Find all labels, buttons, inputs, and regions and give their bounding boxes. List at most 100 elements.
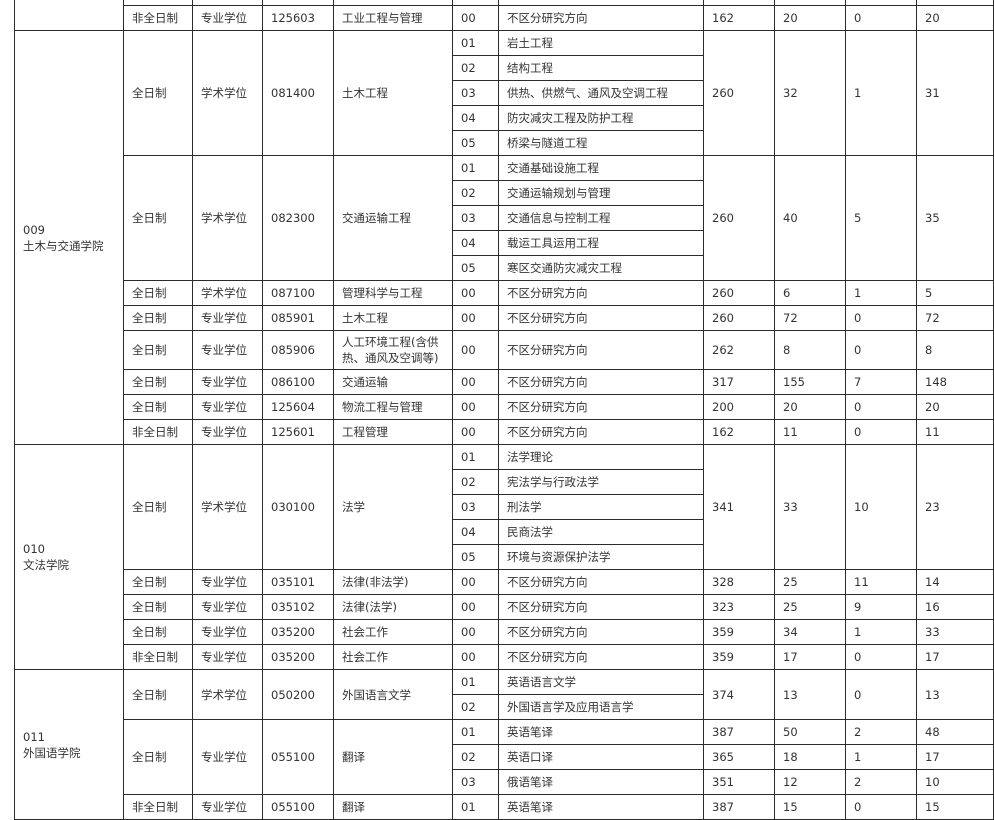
program-name: 翻译	[333, 719, 453, 795]
stat-unified: 16	[916, 594, 994, 620]
program-code: 055100	[262, 719, 334, 795]
stat-unified: 72	[916, 305, 994, 331]
stat-unified: 17	[916, 644, 994, 670]
stat-unified: 5	[916, 280, 994, 306]
program-code: 085906	[262, 330, 334, 370]
direction-name: 供热、供燃气、通风及空调工程	[498, 80, 704, 106]
direction-code: 03	[452, 494, 499, 520]
direction-code: 00	[452, 419, 499, 445]
direction-name: 刑法学	[498, 494, 704, 520]
stat-exempt: 2	[845, 719, 917, 745]
degree-type: 专业学位	[192, 619, 263, 645]
direction-code: 01	[452, 30, 499, 56]
stat-score: 351	[703, 769, 775, 795]
program-name: 外国语言文学	[333, 669, 453, 720]
degree-type: 专业学位	[192, 369, 263, 395]
stat-score: 323	[703, 594, 775, 620]
program-code: 081400	[262, 30, 334, 156]
stat-exempt: 1	[845, 30, 917, 156]
college-name: 外国语学院	[23, 745, 81, 760]
direction-code: 00	[452, 594, 499, 620]
degree-type: 专业学位	[192, 394, 263, 420]
direction-code: 00	[452, 369, 499, 395]
direction-name: 英语笔译	[498, 794, 704, 820]
table-row: 03 供热、供燃气、通风及空调工程	[15, 80, 994, 106]
direction-name: 环境与资源保护法学	[498, 544, 704, 570]
study-mode: 非全日制	[123, 644, 193, 670]
table-row: 全日制 专业学位 035101 法律(非法学) 00 不区分研究方向 328 25 11 14	[15, 569, 994, 595]
stat-score: 162	[703, 5, 775, 31]
table-row: 全日制 专业学位 086100 交通运输 00 不区分研究方向 317 155 7 148	[15, 369, 994, 395]
direction-name: 交通基础设施工程	[498, 155, 704, 181]
program-code: 125604	[262, 394, 334, 420]
direction-code: 05	[452, 130, 499, 156]
study-mode: 全日制	[123, 394, 193, 420]
stat-plan: 32	[774, 30, 846, 156]
degree-type: 学术学位	[192, 30, 263, 156]
college-code: 011	[23, 729, 45, 744]
stat-unified: 20	[916, 5, 994, 31]
table-row: 010 文法学院 全日制 学术学位 030100 法学 01 法学理论 341 33 10 23	[14, 444, 994, 670]
table-row: 全日制 学术学位 082300 交通运输工程 01 交通基础设施工程 260 40 5 35	[15, 155, 994, 281]
stat-unified: 14	[916, 569, 994, 595]
stat-score: 341	[703, 444, 775, 570]
stat-plan: 155	[774, 369, 846, 395]
college-code: 010	[23, 542, 45, 556]
stat-exempt: 0	[845, 330, 917, 370]
study-mode: 全日制	[123, 369, 193, 395]
direction-code: 03	[452, 80, 499, 106]
stat-unified: 10	[916, 769, 994, 795]
direction-name: 结构工程	[498, 55, 704, 81]
degree-type: 专业学位	[192, 594, 263, 620]
degree-type: 专业学位	[192, 305, 263, 331]
program-code: 035200	[262, 619, 334, 645]
stat-score: 359	[703, 619, 775, 645]
direction-code: 02	[452, 694, 499, 720]
study-mode: 全日制	[123, 719, 193, 795]
study-mode: 全日制	[123, 155, 193, 281]
table-row: 02 宪法学与行政法学	[15, 469, 994, 495]
program-code: 035101	[262, 569, 334, 595]
direction-code: 00	[452, 280, 499, 306]
program-code: 082300	[262, 155, 334, 281]
program-name: 工程管理	[333, 419, 453, 445]
stat-exempt: 0	[845, 394, 917, 420]
direction-name: 不区分研究方向	[498, 5, 704, 31]
stat-score: 359	[703, 644, 775, 670]
study-mode: 全日制	[123, 594, 193, 620]
direction-name: 交通运输规划与管理	[498, 180, 704, 206]
table-row: 05 环境与资源保护法学	[15, 544, 994, 570]
stat-plan: 50	[774, 719, 846, 745]
study-mode: 全日制	[123, 569, 193, 595]
program-code: 087100	[262, 280, 334, 306]
stat-plan: 18	[774, 744, 846, 770]
stat-unified: 13	[916, 669, 994, 720]
direction-code: 01	[452, 444, 499, 470]
stat-exempt: 0	[845, 5, 917, 31]
direction-name: 不区分研究方向	[498, 330, 704, 370]
stat-plan: 15	[774, 794, 846, 820]
degree-type: 学术学位	[192, 669, 263, 720]
college-cell	[14, 0, 124, 31]
stat-score: 374	[703, 669, 775, 720]
direction-name: 不区分研究方向	[498, 305, 704, 331]
program-name: 管理科学与工程	[333, 280, 453, 306]
direction-code: 00	[452, 305, 499, 331]
stat-score: 162	[703, 419, 775, 445]
direction-code: 01	[452, 794, 499, 820]
direction-code: 01	[452, 719, 499, 745]
stat-exempt: 11	[845, 569, 917, 595]
study-mode: 全日制	[123, 30, 193, 156]
direction-name: 外国语言学及应用语言学	[498, 694, 704, 720]
program-name: 社会工作	[333, 644, 453, 670]
stat-plan: 12	[774, 769, 846, 795]
program-name: 土木工程	[333, 305, 453, 331]
table-row: 全日制 专业学位 035102 法律(法学) 00 不区分研究方向 323 25 9 16	[15, 594, 994, 620]
direction-name: 英语笔译	[498, 719, 704, 745]
college-name: 土木与交通学院	[23, 238, 104, 253]
program-code: 035200	[262, 644, 334, 670]
degree-type: 专业学位	[192, 644, 263, 670]
stat-exempt: 1	[845, 744, 917, 770]
admissions-table: 非全日制 专业学位 125603 工业工程与管理 00 不区分研究方向 162 20 0 20 00…	[14, 0, 994, 820]
table-row: 03 刑法学	[15, 494, 994, 520]
